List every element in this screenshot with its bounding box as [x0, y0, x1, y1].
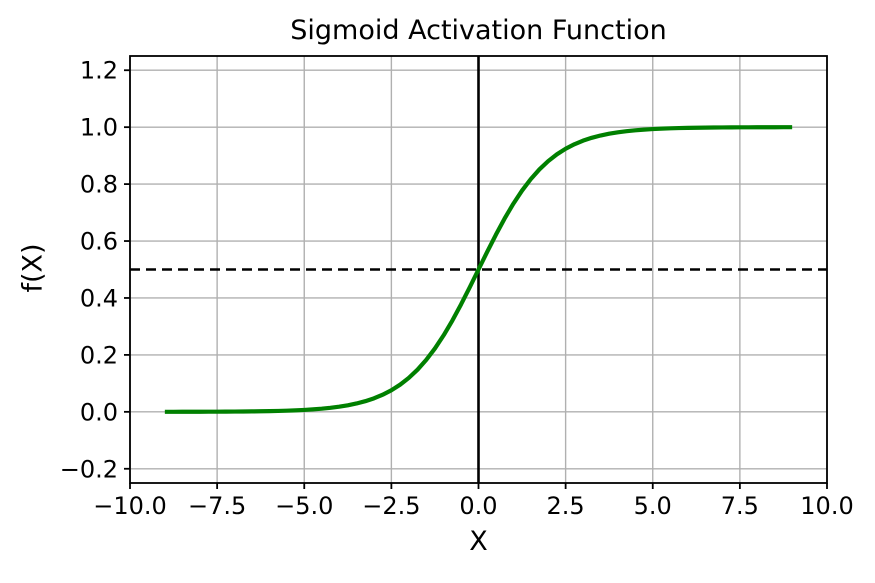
y-axis-label: f(X)	[17, 243, 49, 293]
x-axis-label: X	[469, 526, 488, 557]
y-tick-label: 0.6	[80, 228, 118, 256]
y-tick-label: 0.0	[80, 398, 118, 426]
x-tick-label: 2.5	[547, 492, 585, 520]
x-tick-label: −5.0	[275, 492, 333, 520]
chart-title: Sigmoid Activation Function	[290, 15, 667, 46]
y-tick-label: 1.0	[80, 114, 118, 142]
x-tick-label: −10.0	[93, 492, 167, 520]
x-tick-label: 10.0	[800, 492, 853, 520]
x-tick-label: 7.5	[721, 492, 759, 520]
x-tick-label: 5.0	[634, 492, 672, 520]
x-tick-label: −7.5	[188, 492, 246, 520]
y-tick-label: −0.2	[60, 455, 118, 483]
y-tick-label: 0.2	[80, 341, 118, 369]
y-tick-label: 0.4	[80, 284, 118, 312]
y-tick-label: 1.2	[80, 57, 118, 85]
series-line-sigmoid	[164, 125, 793, 414]
y-tick-label: 0.8	[80, 171, 118, 199]
x-tick-label: −2.5	[362, 492, 420, 520]
x-tick-label: 0.0	[459, 492, 497, 520]
